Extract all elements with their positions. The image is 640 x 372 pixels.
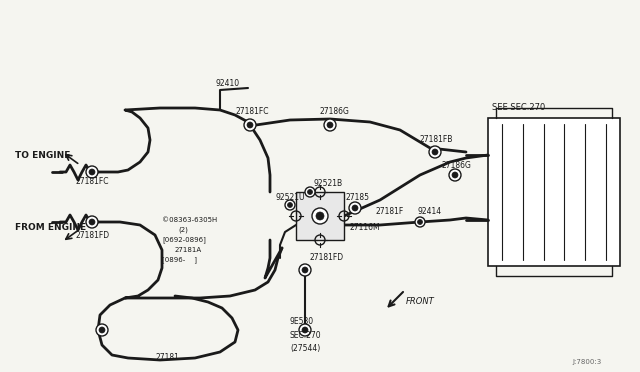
Circle shape	[299, 264, 311, 276]
Text: 92521B: 92521B	[313, 179, 342, 187]
Text: 27186G: 27186G	[442, 160, 472, 170]
Text: [0692-0896]: [0692-0896]	[162, 237, 206, 243]
Circle shape	[324, 119, 336, 131]
Circle shape	[352, 205, 358, 211]
Circle shape	[305, 187, 315, 197]
Text: 9E580: 9E580	[290, 317, 314, 327]
Circle shape	[302, 327, 308, 333]
Text: 92410: 92410	[216, 78, 240, 87]
Circle shape	[449, 169, 461, 181]
Text: 27181FB: 27181FB	[420, 135, 453, 144]
Circle shape	[302, 267, 308, 273]
Text: 27181: 27181	[155, 353, 179, 362]
Text: 27186G: 27186G	[320, 108, 350, 116]
Text: 27181FD: 27181FD	[75, 231, 109, 240]
Circle shape	[89, 219, 95, 225]
Circle shape	[415, 217, 425, 227]
Text: FRONT: FRONT	[406, 298, 435, 307]
Text: SEC.270: SEC.270	[290, 331, 322, 340]
Text: 92414: 92414	[418, 208, 442, 217]
Circle shape	[327, 122, 333, 128]
Text: J:7800:3: J:7800:3	[572, 359, 601, 365]
Circle shape	[247, 122, 253, 128]
Circle shape	[96, 324, 108, 336]
Bar	[488, 118, 620, 266]
Circle shape	[287, 202, 292, 208]
Circle shape	[429, 146, 441, 158]
Text: [0896-    ]: [0896- ]	[162, 257, 197, 263]
Text: 27181FC: 27181FC	[75, 177, 109, 186]
Text: TO ENGINE: TO ENGINE	[15, 151, 70, 160]
Circle shape	[285, 200, 295, 210]
Text: SEE SEC.270: SEE SEC.270	[492, 103, 545, 112]
Circle shape	[349, 202, 361, 214]
Circle shape	[89, 169, 95, 175]
Text: (2): (2)	[178, 227, 188, 233]
Text: ©08363-6305H: ©08363-6305H	[162, 217, 217, 223]
Text: 92521U: 92521U	[276, 193, 305, 202]
Circle shape	[99, 327, 105, 333]
Circle shape	[86, 166, 98, 178]
Circle shape	[299, 324, 311, 336]
Text: 27181F: 27181F	[375, 208, 403, 217]
Text: 27181FC: 27181FC	[236, 108, 269, 116]
Circle shape	[316, 212, 324, 220]
Text: 27181FD: 27181FD	[310, 253, 344, 263]
Bar	[296, 192, 344, 240]
Circle shape	[417, 219, 422, 224]
Circle shape	[244, 119, 256, 131]
Text: 27116M: 27116M	[350, 224, 381, 232]
Text: FROM ENGINE: FROM ENGINE	[15, 224, 86, 232]
Circle shape	[432, 149, 438, 155]
Circle shape	[86, 216, 98, 228]
Circle shape	[312, 208, 328, 224]
Text: (27544): (27544)	[290, 343, 320, 353]
Circle shape	[452, 172, 458, 178]
Text: 27181A: 27181A	[175, 247, 202, 253]
Text: 27185: 27185	[346, 193, 370, 202]
Circle shape	[307, 189, 312, 195]
